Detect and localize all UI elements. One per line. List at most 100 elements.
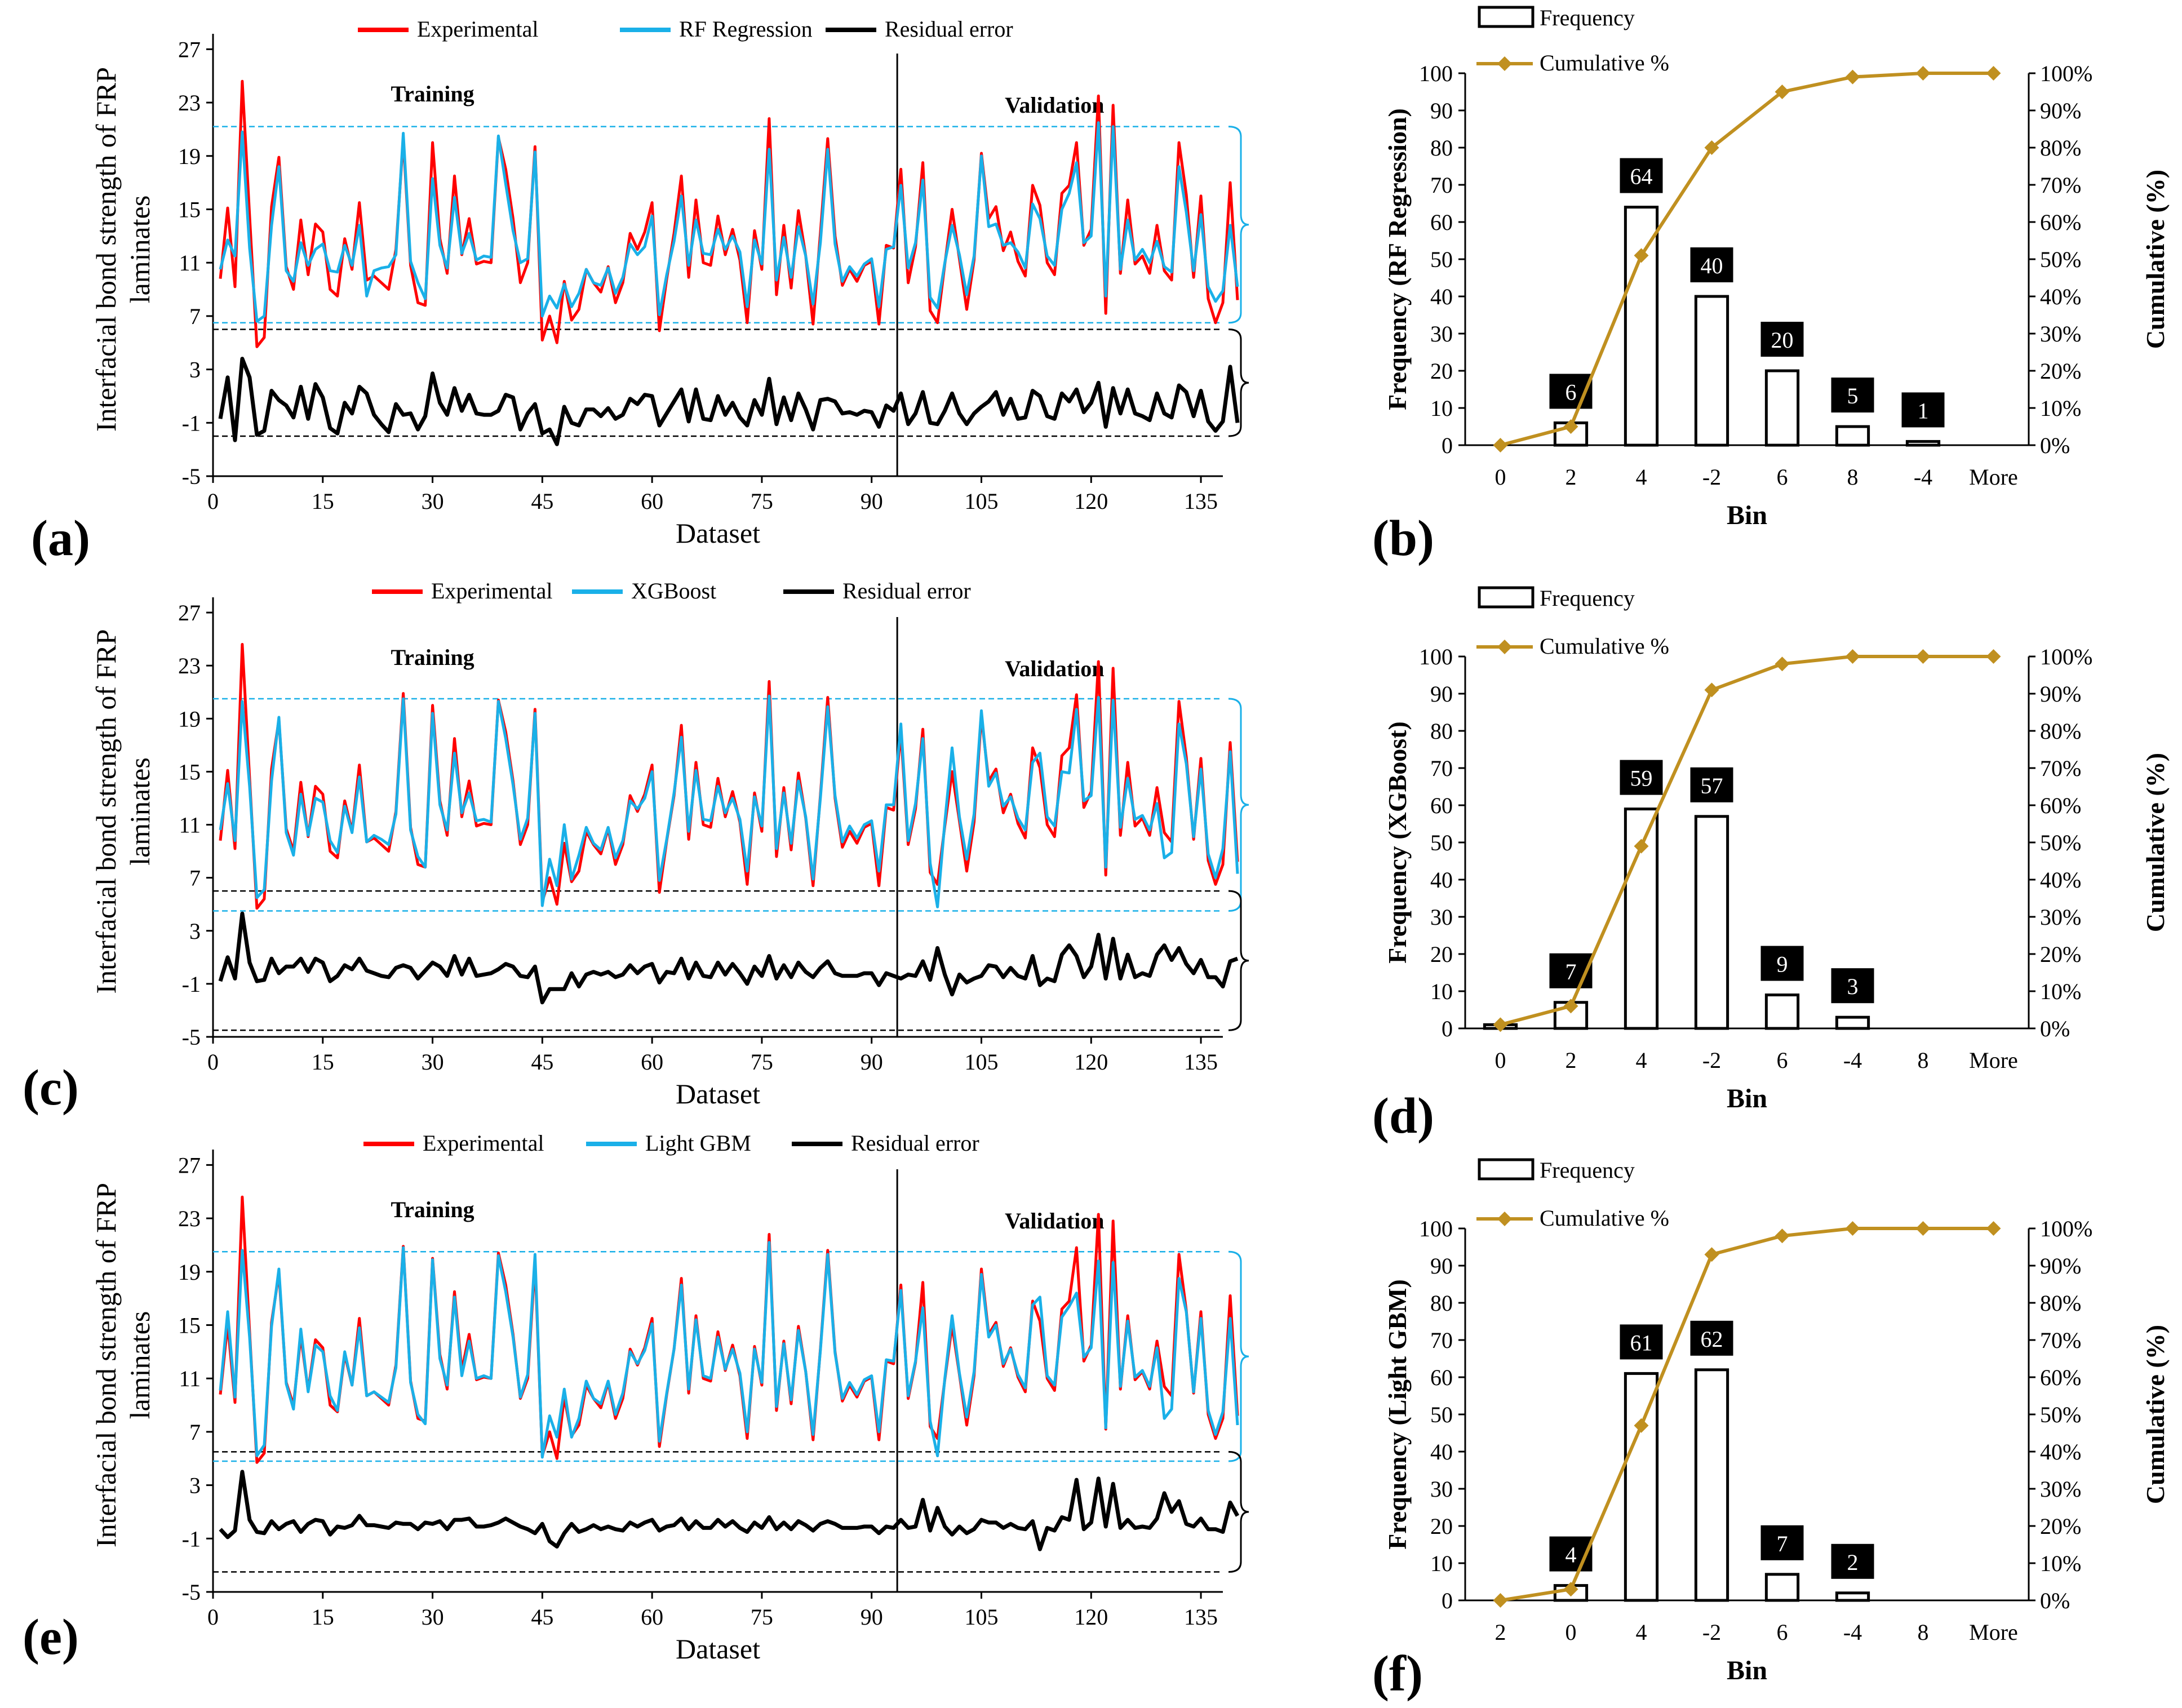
x-tick-label: 0 xyxy=(207,1049,219,1075)
bar-label-box xyxy=(1901,392,1945,428)
y-tick-label: 7 xyxy=(189,304,201,329)
bar-chart-b: 01020304050607080901000%10%20%30%40%50%6… xyxy=(1372,5,2170,566)
y-tick-label: 11 xyxy=(179,1366,201,1391)
panel-label: (d) xyxy=(1372,1088,1434,1144)
cumulative-line xyxy=(1500,1227,1994,1602)
y-tick-label: 23 xyxy=(178,1206,201,1231)
x-tick-label: 45 xyxy=(531,1604,553,1630)
x-tick-label: 4 xyxy=(1636,1048,1647,1073)
series-line-xgboost xyxy=(219,694,1239,908)
x-tick-label: 6 xyxy=(1777,1620,1788,1645)
y-tick-label: 10 xyxy=(1430,979,1453,1004)
bar xyxy=(1835,1015,1870,1030)
y2-tick-label: 40% xyxy=(2040,284,2081,309)
y-tick-label: 100 xyxy=(1419,644,1453,669)
cumulative-marker xyxy=(1775,656,1790,672)
y-tick-label: 80 xyxy=(1430,1290,1453,1316)
cumulative-marker xyxy=(1845,69,1860,85)
line-chart-a: -5 -1 3 7 11 15 19 23 27 0 15 30 45 60 75 90 105 120 135 Da… xyxy=(31,16,1249,566)
x-tick-label: 6 xyxy=(1777,464,1788,490)
legend-label: Experimental xyxy=(431,578,552,604)
legend-label: Frequency xyxy=(1540,1157,1635,1183)
y-axis-title: Frequency (XGBoost) xyxy=(1383,721,1412,964)
y-tick-label: 90 xyxy=(1430,1253,1453,1279)
x-axis-title: Dataset xyxy=(676,1633,760,1665)
bar-value-label: 9 xyxy=(1777,952,1788,977)
y2-tick-label: 80% xyxy=(2040,1290,2081,1316)
y2-tick-label: 10% xyxy=(2040,1551,2081,1576)
bar-label-box xyxy=(1831,378,1874,412)
cumulative-marker xyxy=(1915,649,1931,664)
line-chart-e: -5 -1 3 7 11 15 19 23 27 0 15 30 45 60 75 90 105 120 135 Da… xyxy=(23,1130,1249,1665)
x-tick-label: 2 xyxy=(1565,1048,1577,1073)
legend-label: Experimental xyxy=(417,16,538,42)
y2-tick-label: 60% xyxy=(2040,1365,2081,1390)
x-tick-label: More xyxy=(1969,1620,2018,1645)
bar-value-label: 40 xyxy=(1701,253,1723,278)
y2-tick-label: 0% xyxy=(2040,1588,2070,1613)
x-axis-title: Bin xyxy=(1727,500,1767,530)
cumulative-marker xyxy=(1915,66,1931,81)
x-tick-label: 0 xyxy=(1565,1620,1577,1645)
bar-chart-d: 01020304050607080901000%10%20%30%40%50%6… xyxy=(1372,585,2170,1144)
model-band-brace xyxy=(1228,1250,1249,1462)
x-tick-label: 120 xyxy=(1074,1049,1108,1075)
series-line-residual-error xyxy=(218,357,1240,446)
residual-band-brace xyxy=(1228,1450,1249,1573)
y-tick-label: 11 xyxy=(179,813,201,838)
x-tick-label: -2 xyxy=(1702,1048,1721,1073)
y-tick-label: 3 xyxy=(189,1473,201,1498)
y2-tick-label: 60% xyxy=(2040,793,2081,818)
bar xyxy=(1624,206,1659,447)
y-tick-label: 0 xyxy=(1442,1016,1453,1041)
bar xyxy=(1905,440,1941,447)
y2-tick-label: 30% xyxy=(2040,1476,2081,1502)
region-label-training: Training xyxy=(391,1197,474,1222)
y-tick-label: 23 xyxy=(178,653,201,678)
cumulative-marker xyxy=(1634,1418,1649,1433)
series-line-light-gbm xyxy=(219,1241,1239,1459)
x-tick-label: 0 xyxy=(1495,1048,1506,1073)
y-tick-label: 30 xyxy=(1430,321,1453,347)
y-tick-label: 7 xyxy=(189,1419,201,1445)
y-tick-label: 60 xyxy=(1430,793,1453,818)
y-tick-label: 90 xyxy=(1430,681,1453,707)
y-tick-label: -1 xyxy=(182,971,201,997)
series-line-experimental xyxy=(219,643,1239,910)
x-tick-label: 15 xyxy=(312,1049,334,1075)
y2-tick-label: 50% xyxy=(2040,247,2081,272)
y2-tick-label: 60% xyxy=(2040,210,2081,235)
y-tick-label: 20 xyxy=(1430,1514,1453,1539)
bar-label-box xyxy=(1760,322,1804,357)
x-tick-label: More xyxy=(1969,1048,2018,1073)
series-line-rf-regression xyxy=(219,121,1239,323)
y2-tick-label: 90% xyxy=(2040,681,2081,707)
x-tick-label: 90 xyxy=(861,1604,883,1630)
x-tick-label: 75 xyxy=(751,1604,773,1630)
bar-label-box xyxy=(1760,1525,1804,1560)
y-tick-label: 15 xyxy=(178,1312,201,1338)
y-tick-label: 3 xyxy=(189,357,201,383)
legend-swatch-frequency xyxy=(1478,586,1535,609)
y-tick-label: 15 xyxy=(178,759,201,784)
legend-label: Cumulative % xyxy=(1540,633,1669,659)
cumulative-marker xyxy=(1493,1593,1508,1608)
legend-label: Frequency xyxy=(1540,5,1635,30)
y2-tick-label: 70% xyxy=(2040,172,2081,198)
bar xyxy=(1553,421,1589,447)
y-axis-title-line2: laminates xyxy=(124,1311,156,1419)
cumulative-marker xyxy=(1845,649,1860,664)
y2-tick-label: 50% xyxy=(2040,830,2081,855)
bar-value-label: 2 xyxy=(1847,1550,1859,1575)
cumulative-marker xyxy=(1704,140,1719,155)
residual-band-brace xyxy=(1228,329,1249,437)
legend-label: Residual error xyxy=(851,1130,979,1156)
y2-tick-label: 10% xyxy=(2040,979,2081,1004)
x-tick-label: 90 xyxy=(861,1049,883,1075)
y2-tick-label: 20% xyxy=(2040,358,2081,384)
y2-tick-label: 20% xyxy=(2040,1514,2081,1539)
region-label-training: Training xyxy=(391,645,474,670)
bar xyxy=(1764,369,1800,447)
y-tick-label: 0 xyxy=(1442,433,1453,458)
cumulative-marker xyxy=(1986,66,2001,81)
